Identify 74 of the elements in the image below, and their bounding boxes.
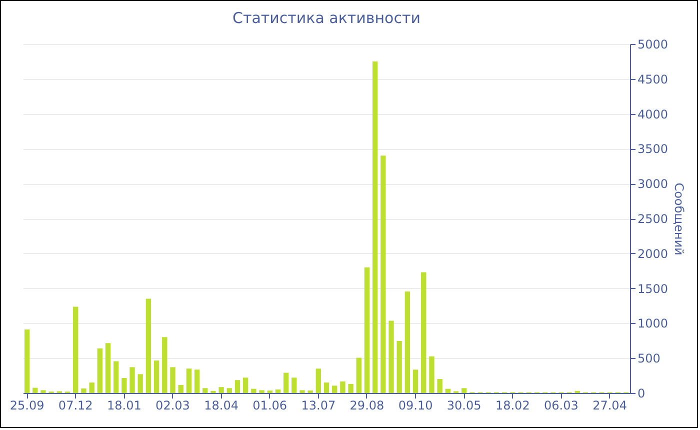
x-tick-label: 29.08 — [350, 398, 384, 412]
bar — [202, 388, 208, 393]
y-axis-title: Сообщений — [672, 182, 686, 256]
bar — [364, 267, 370, 393]
y-tick-label: 4500 — [638, 72, 668, 86]
bar — [170, 367, 176, 393]
bar — [218, 387, 224, 393]
bar — [40, 390, 46, 393]
x-tick-label: 25.09 — [10, 398, 44, 412]
bar — [146, 298, 152, 393]
bar — [283, 372, 289, 393]
bar — [138, 374, 143, 393]
bar — [24, 329, 30, 393]
x-tick-label: 01.06 — [252, 398, 288, 412]
bar — [429, 356, 434, 393]
x-tick-label: 07.12 — [58, 398, 93, 412]
bar — [348, 384, 354, 393]
x-tick-label: 18.01 — [106, 398, 142, 412]
bar — [226, 388, 232, 393]
y-tick-label: 2000 — [638, 246, 668, 261]
x-tick-label: 30.05 — [446, 398, 482, 412]
x-tick-label: 18.04 — [204, 398, 238, 412]
bar — [242, 378, 248, 393]
bar — [372, 61, 378, 393]
x-tick-label: 09.10 — [398, 398, 433, 412]
y-tick-label: 0 — [638, 386, 646, 400]
y-tick-label: 1000 — [638, 316, 668, 331]
y-tick-label: 1500 — [638, 282, 668, 296]
bar — [178, 384, 184, 393]
bar — [437, 379, 442, 393]
x-tick-label: 27.04 — [592, 398, 627, 412]
chart-title: Статистика активности — [232, 9, 420, 27]
bar — [186, 368, 192, 393]
bar — [332, 386, 338, 393]
bar — [259, 390, 264, 393]
bar — [316, 368, 321, 393]
bar — [356, 358, 362, 393]
bar — [388, 320, 394, 393]
y-tick-label: 2500 — [638, 212, 668, 226]
bar — [89, 382, 94, 393]
bar — [234, 380, 240, 393]
bar — [251, 388, 256, 393]
bar — [162, 337, 168, 393]
bar — [122, 378, 127, 393]
y-tick-label: 3500 — [638, 142, 668, 156]
bar — [275, 390, 281, 393]
y-tick-label: 5000 — [638, 38, 668, 52]
y-tick-label: 3000 — [638, 177, 668, 192]
bar — [113, 361, 119, 393]
x-tick-label: 02.03 — [156, 398, 190, 412]
x-tick-label: 18.02 — [495, 398, 530, 412]
bar — [340, 381, 346, 393]
bar — [81, 388, 86, 393]
y-tick-label: 4000 — [638, 107, 668, 122]
bar — [130, 367, 135, 393]
bar — [32, 388, 38, 393]
bar — [404, 291, 410, 393]
bar — [380, 156, 386, 393]
bar — [97, 348, 102, 393]
bar — [154, 360, 160, 393]
bar — [461, 388, 467, 393]
bar — [292, 378, 297, 393]
y-tick-label: 500 — [638, 352, 660, 366]
bar — [412, 370, 418, 393]
bar — [421, 272, 426, 393]
bar — [105, 343, 111, 393]
x-tick-label: 13.07 — [301, 398, 336, 412]
bar — [324, 382, 330, 393]
bar — [300, 390, 305, 393]
bar — [73, 306, 78, 393]
x-tick-label: 06.03 — [544, 398, 578, 412]
bar — [194, 370, 200, 393]
bar — [396, 341, 402, 393]
bar — [445, 388, 450, 393]
